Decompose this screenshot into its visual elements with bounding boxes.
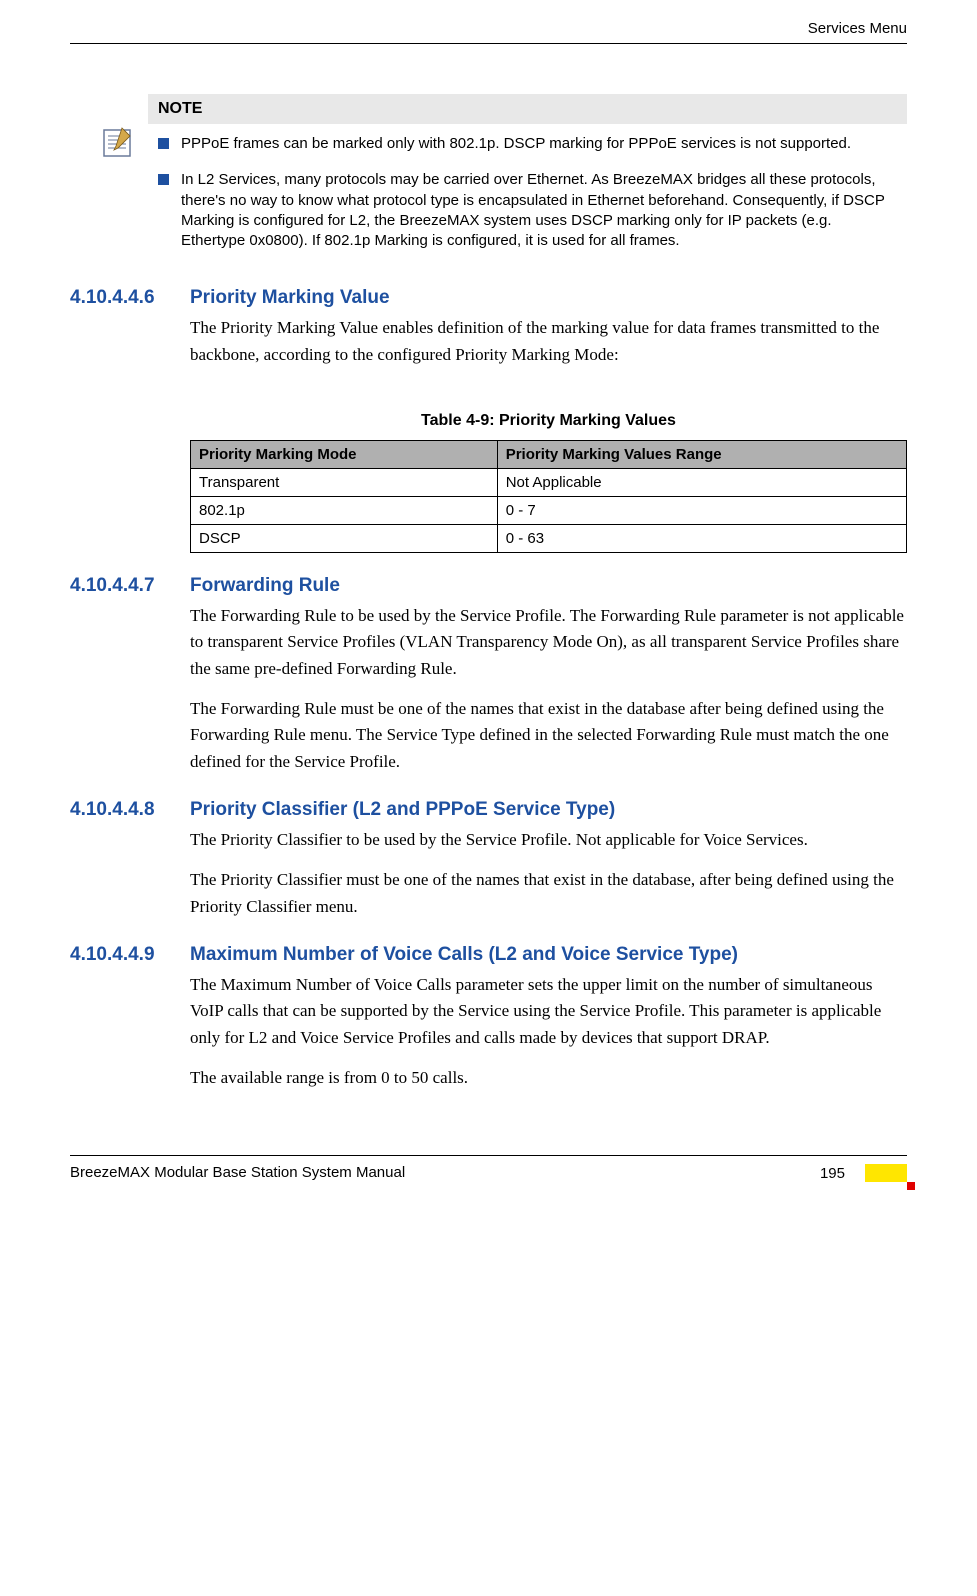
note-bullet: In L2 Services, many protocols may be ca… [148, 160, 907, 257]
section-paragraph: The Priority Marking Value enables defin… [190, 315, 907, 368]
page-footer: BreezeMAX Modular Base Station System Ma… [70, 1155, 907, 1182]
bullet-square-icon [158, 174, 169, 185]
section-paragraph: The available range is from 0 to 50 call… [190, 1065, 907, 1091]
section-paragraph: The Priority Classifier to be used by th… [190, 827, 907, 853]
page-header: Services Menu [70, 20, 907, 44]
notepad-icon [100, 94, 148, 257]
section-paragraph: The Forwarding Rule must be one of the n… [190, 696, 907, 775]
section-title: Priority Marking Value [190, 287, 907, 309]
table-cell: Transparent [191, 468, 498, 496]
section-title: Maximum Number of Voice Calls (L2 and Vo… [190, 944, 907, 966]
section-paragraph: The Maximum Number of Voice Calls parame… [190, 972, 907, 1051]
table-cell: 0 - 7 [497, 496, 906, 524]
page-number: 195 [820, 1165, 845, 1182]
section-number: 4.10.4.4.6 [70, 287, 190, 382]
header-text: Services Menu [808, 20, 907, 37]
table-caption: Table 4-9: Priority Marking Values [190, 412, 907, 430]
table-header-cell: Priority Marking Mode [191, 440, 498, 468]
section-title: Priority Classifier (L2 and PPPoE Servic… [190, 799, 907, 821]
section-number: 4.10.4.4.8 [70, 799, 190, 934]
section-paragraph: The Forwarding Rule to be used by the Se… [190, 603, 907, 682]
section: 4.10.4.4.7 Forwarding Rule The Forwardin… [70, 575, 907, 789]
section: 4.10.4.4.8 Priority Classifier (L2 and P… [70, 799, 907, 934]
footer-left: BreezeMAX Modular Base Station System Ma… [70, 1164, 405, 1182]
section-number: 4.10.4.4.7 [70, 575, 190, 789]
note-bullet: PPPoE frames can be marked only with 802… [148, 124, 907, 160]
bullet-square-icon [158, 138, 169, 149]
section: 4.10.4.4.9 Maximum Number of Voice Calls… [70, 944, 907, 1105]
table-cell: 0 - 63 [497, 524, 906, 552]
section-title: Forwarding Rule [190, 575, 907, 597]
note-label: NOTE [148, 94, 907, 124]
table-cell: 802.1p [191, 496, 498, 524]
table-cell: Not Applicable [497, 468, 906, 496]
table-header-cell: Priority Marking Values Range [497, 440, 906, 468]
priority-marking-table: Priority Marking Mode Priority Marking V… [190, 440, 907, 553]
section: 4.10.4.4.6 Priority Marking Value The Pr… [70, 287, 907, 382]
table-row: 802.1p 0 - 7 [191, 496, 907, 524]
table-cell: DSCP [191, 524, 498, 552]
note-block: NOTE PPPoE frames can be marked only wit… [100, 94, 907, 257]
section-number: 4.10.4.4.9 [70, 944, 190, 1105]
page-tab-icon [865, 1164, 907, 1182]
note-bullet-text: In L2 Services, many protocols may be ca… [181, 170, 897, 251]
note-bullet-text: PPPoE frames can be marked only with 802… [181, 134, 851, 154]
section-paragraph: The Priority Classifier must be one of t… [190, 867, 907, 920]
table-row: DSCP 0 - 63 [191, 524, 907, 552]
table-row: Transparent Not Applicable [191, 468, 907, 496]
